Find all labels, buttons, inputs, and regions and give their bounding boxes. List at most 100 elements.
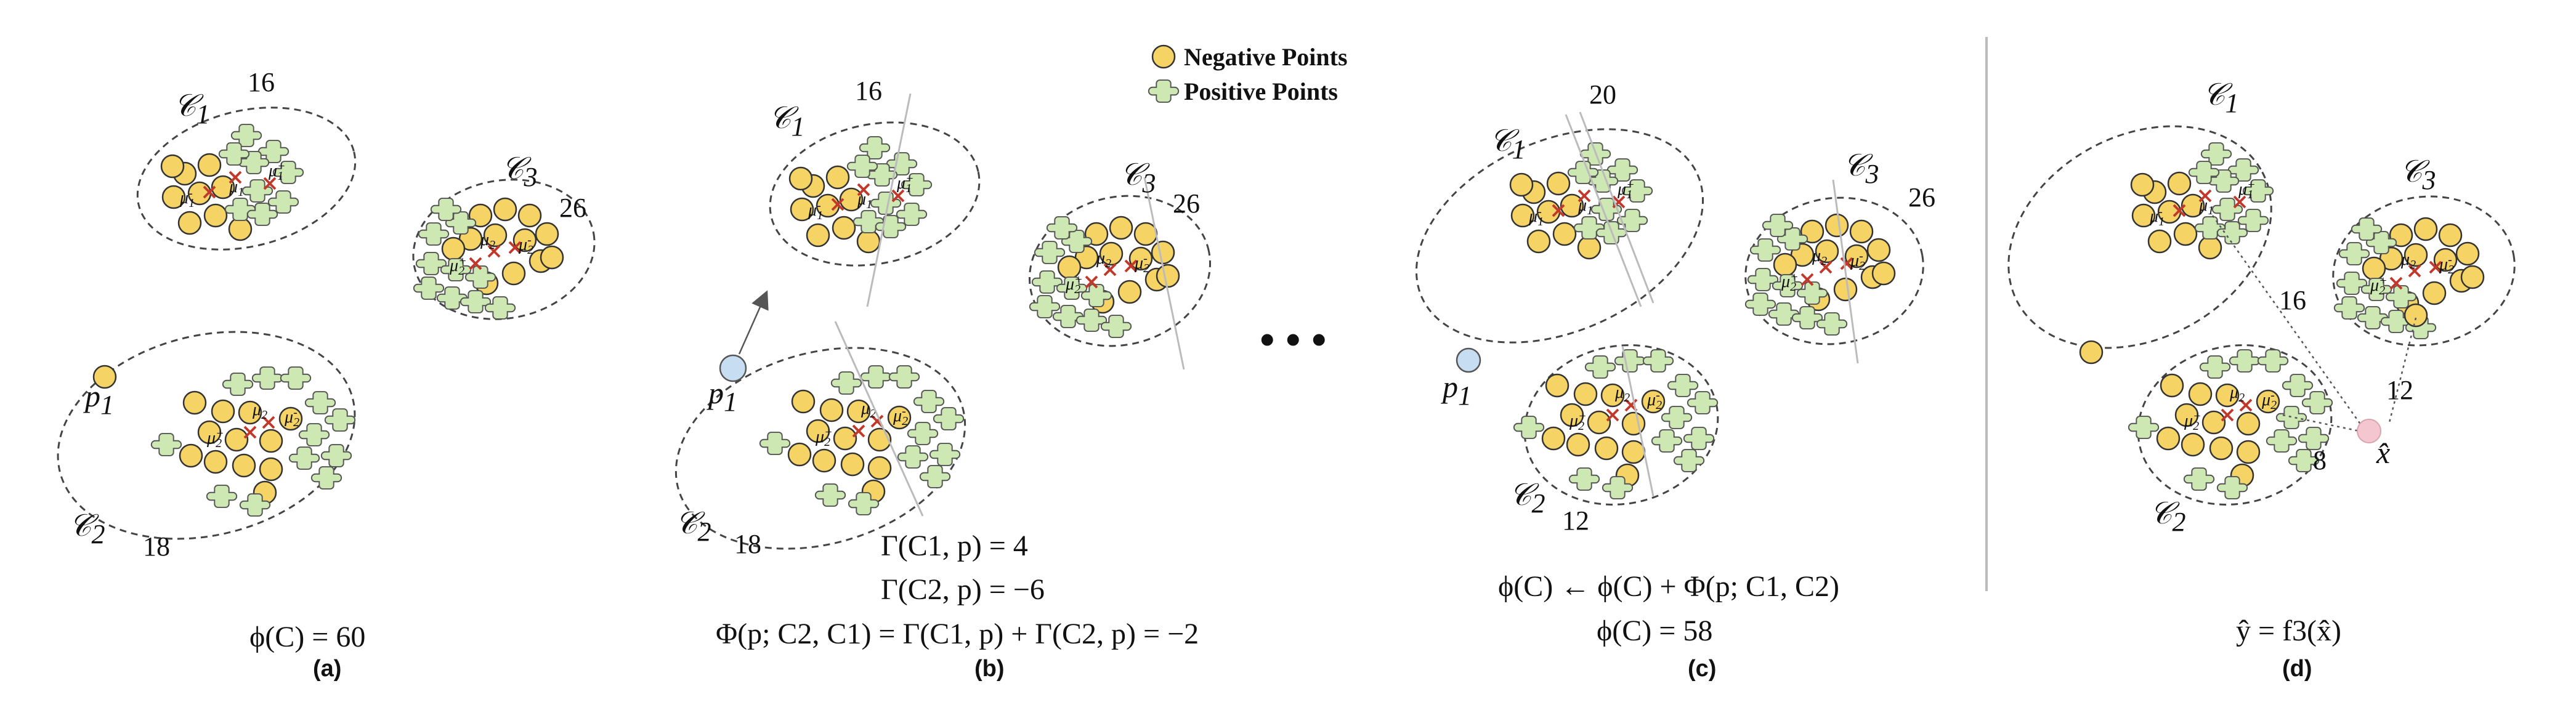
equation-c-1: ϕ(C) ← ϕ(C) + Φ(p; C1, C2)	[1498, 570, 1839, 603]
cluster-center-cross	[1800, 273, 1814, 286]
positive-point	[888, 365, 920, 389]
negative-point	[1815, 239, 1839, 264]
negative-point	[493, 197, 517, 222]
cluster-center-cross	[1103, 263, 1117, 276]
negative-point	[232, 453, 256, 478]
negative-point	[1151, 240, 1175, 265]
negative-point	[483, 223, 508, 248]
negative-point	[535, 222, 559, 246]
positive-point	[929, 443, 961, 466]
negative-point	[1573, 382, 1598, 406]
distance-label-12: 12	[2386, 375, 2413, 405]
centroid-label: μ2-	[284, 406, 299, 429]
cluster-size-c1-c: 20	[1589, 79, 1616, 110]
negative-point	[92, 365, 117, 389]
cluster-label-c3-b: 𝒞3	[1120, 157, 1156, 198]
cluster-boundary	[674, 347, 966, 550]
centroid-label: μ1+	[896, 172, 914, 195]
negative-point	[839, 187, 864, 212]
cluster-label-c1-c: 𝒞1	[1489, 123, 1525, 164]
cluster-size-c1-a: 16	[248, 67, 275, 97]
cluster-label-c3-a: 𝒞3	[501, 151, 537, 192]
positive-point-legend-icon	[1148, 79, 1180, 103]
positive-point	[1513, 416, 1545, 439]
positive-point	[2282, 374, 2314, 397]
negative-point	[1566, 432, 1590, 457]
negative-point	[2174, 403, 2199, 427]
positive-point	[1568, 467, 1600, 491]
cluster-label-c2-b: 𝒞2	[675, 506, 711, 547]
equation-b-2: Γ(C2, p) = −6	[881, 573, 1045, 606]
centroid-label: μ1+	[268, 159, 286, 183]
negative-point	[1600, 383, 1625, 408]
negative-point	[1117, 280, 1142, 304]
legend-negative-label: Negative Points	[1184, 43, 1348, 71]
negative-point	[179, 443, 203, 468]
distance-label-8: 8	[2313, 445, 2327, 475]
positive-point	[267, 190, 299, 214]
caption-d: (d)	[2282, 656, 2312, 682]
negative-point	[177, 211, 202, 235]
negative-point	[806, 223, 830, 248]
negative-point	[790, 197, 814, 222]
negative-point	[1844, 244, 1869, 268]
cluster-center-cross	[831, 198, 844, 211]
centroid-label: μ2+	[1065, 273, 1083, 296]
negative-point	[806, 419, 830, 443]
negative-point-legend-icon	[1151, 44, 1176, 69]
cluster-boundary	[57, 331, 356, 540]
positive-point	[1651, 429, 1683, 453]
positive-point	[1661, 406, 1693, 429]
negative-point	[2147, 229, 2172, 254]
positive-point	[2229, 349, 2261, 373]
positive-point	[1584, 355, 1616, 379]
positive-point	[897, 445, 929, 469]
negative-point	[259, 429, 283, 453]
cluster-boundary	[769, 121, 981, 267]
negative-point	[2455, 241, 2480, 266]
negative-point	[211, 399, 235, 424]
centroid-label: μ1-	[2149, 205, 2165, 228]
cluster-center-cross	[2429, 260, 2442, 274]
negative-point	[1099, 241, 1124, 266]
cluster-center-cross	[2173, 204, 2186, 217]
negative-point	[1541, 426, 1566, 451]
negative-point	[1552, 222, 1577, 246]
negative-point	[856, 229, 881, 254]
centroid-label: μ2+	[2370, 274, 2388, 297]
cluster-boundary	[2007, 125, 2272, 349]
cluster-center-cross	[487, 244, 501, 258]
cluster-center-cross	[2233, 195, 2246, 209]
positive-point	[2128, 416, 2160, 439]
distance-label-16: 16	[2279, 285, 2306, 315]
negative-point	[833, 426, 857, 451]
centroid-label: μ2+	[1781, 270, 1799, 294]
decision-boundary	[834, 321, 924, 517]
centroid-label: μ2+	[815, 426, 833, 449]
caption-c: (c)	[1688, 656, 1716, 682]
negative-point	[2167, 171, 2192, 196]
negative-point	[1871, 261, 1896, 286]
centroid-label: μ2+	[449, 254, 467, 278]
cluster-center-cross	[857, 183, 870, 196]
negative-point	[517, 203, 542, 228]
centroid-label: μ1-	[179, 187, 195, 210]
decision-boundary	[1143, 177, 1185, 370]
positive-point	[2237, 209, 2269, 232]
centroid-label: μ1	[857, 190, 872, 211]
negative-point	[2236, 411, 2261, 436]
cluster-center-cross	[229, 171, 242, 184]
decision-boundary	[1579, 111, 1655, 304]
negative-point	[1133, 222, 1158, 246]
cluster-center-cross	[2239, 398, 2253, 412]
cluster-center-cross	[2389, 276, 2403, 290]
query-point-label: x̂	[2376, 435, 2390, 470]
negative-point	[1560, 193, 1584, 218]
equation-b-1: Γ(C1, p) = 4	[881, 530, 1028, 562]
centroid-label: μ2-	[1646, 389, 1662, 412]
negative-point	[2079, 340, 2104, 365]
negative-point	[1833, 277, 1858, 302]
positive-point	[896, 203, 928, 226]
